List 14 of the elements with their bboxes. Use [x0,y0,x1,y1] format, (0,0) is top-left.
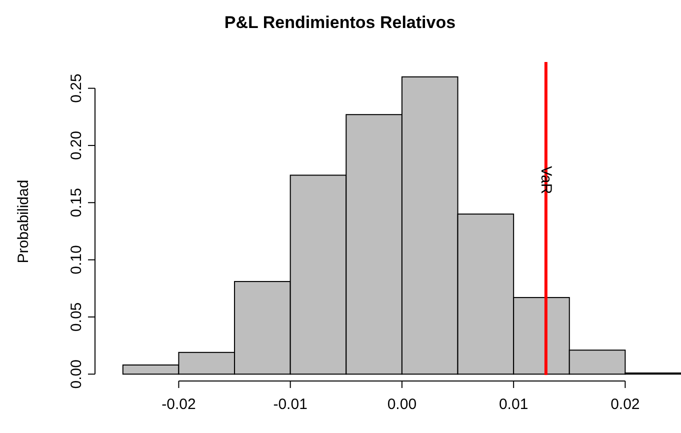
y-axis-title: Probabilidad [15,180,32,264]
x-tick-label: 0.02 [610,396,640,413]
y-tick-label: 0.25 [68,74,85,103]
y-tick-label: 0.00 [68,360,85,389]
y-tick-label: 0.20 [68,130,85,160]
y-tick-label: 0.05 [68,302,85,332]
y-tick-label: 0.15 [68,188,85,218]
x-tick-label: -0.01 [273,396,308,413]
y-tick-label: 0.10 [68,245,85,274]
ref-line-label: VaR [538,166,555,194]
x-tick-label: 0.00 [387,396,417,413]
chart-title: P&L Rendimientos Relativos [224,13,456,32]
x-tick-label: 0.01 [498,396,528,413]
x-tick-label: -0.02 [162,396,196,413]
